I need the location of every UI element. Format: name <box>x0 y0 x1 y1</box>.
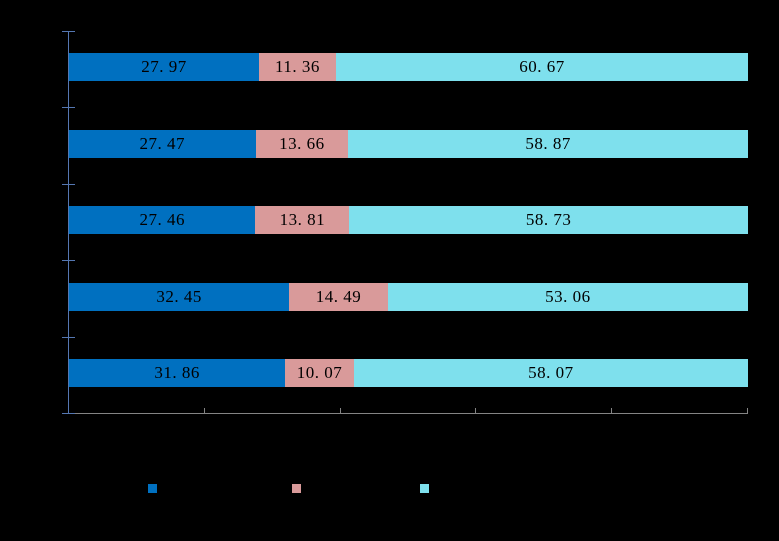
bar-segment-series-cyan <box>387 282 748 311</box>
x-axis-tick <box>611 408 612 413</box>
bar-segment-series-blue <box>69 129 256 158</box>
bar-segment-series-blue <box>69 282 290 311</box>
legend-swatch-cyan <box>420 484 429 493</box>
y-axis-line <box>68 31 69 413</box>
bar-segment-series-blue <box>69 206 256 235</box>
y-axis-tick <box>62 413 75 414</box>
x-axis-tick <box>747 408 748 413</box>
x-axis-line <box>68 413 748 414</box>
bar-row: 32. 45 14. 49 53. 06 <box>69 282 748 311</box>
x-axis-tick <box>204 408 205 413</box>
legend-swatch-blue <box>148 484 157 493</box>
bar-segment-series-blue <box>69 53 259 81</box>
bar-segment-series-pink <box>258 53 337 81</box>
y-axis-tick <box>62 337 75 338</box>
bar-row: 31. 86 10. 07 58. 07 <box>69 359 748 388</box>
bar-segment-series-cyan <box>336 53 748 81</box>
x-axis-tick <box>340 408 341 413</box>
bar-segment-series-cyan <box>349 206 748 235</box>
y-axis-tick <box>62 31 75 32</box>
bar-segment-series-cyan <box>353 359 748 388</box>
bar-segment-series-pink <box>255 206 350 235</box>
legend-swatch-pink <box>292 484 301 493</box>
bar-row: 27. 47 13. 66 58. 87 <box>69 129 748 158</box>
bar-row: 27. 97 11. 36 60. 67 <box>69 53 748 81</box>
bar-segment-series-blue <box>69 359 286 388</box>
bar-segment-series-pink <box>289 282 388 311</box>
x-axis-tick <box>475 408 476 413</box>
bar-segment-series-pink <box>285 359 354 388</box>
y-axis-tick <box>62 107 75 108</box>
bar-row: 27. 46 13. 81 58. 73 <box>69 206 748 235</box>
bar-segment-series-pink <box>255 129 349 158</box>
y-axis-tick <box>62 184 75 185</box>
bar-segment-series-cyan <box>348 129 748 158</box>
y-axis-tick <box>62 260 75 261</box>
